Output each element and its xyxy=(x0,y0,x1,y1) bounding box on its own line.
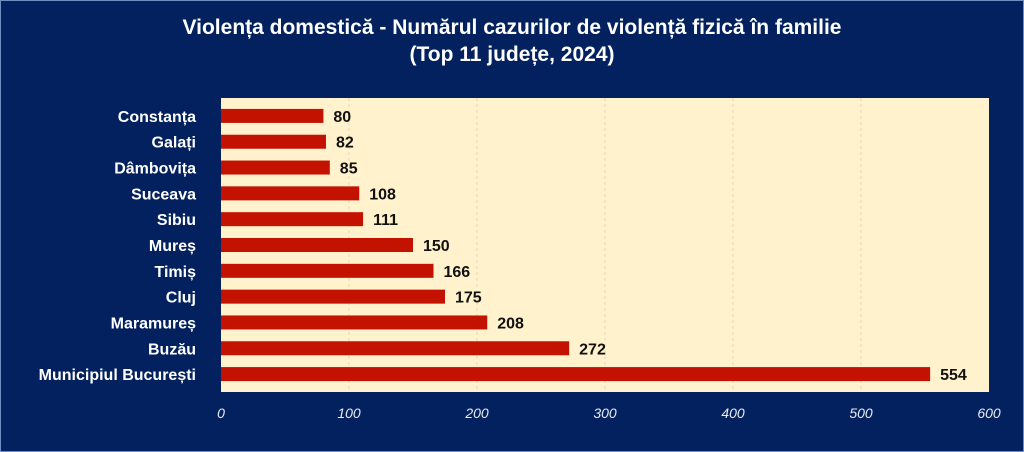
chart-title-line1: Violența domestică - Numărul cazurilor d… xyxy=(182,16,842,39)
data-label: 150 xyxy=(423,238,450,255)
data-label: 166 xyxy=(443,264,470,281)
y-tick-label: Mureș xyxy=(149,238,196,255)
data-label: 111 xyxy=(373,212,398,229)
bar xyxy=(221,186,360,201)
bar xyxy=(221,238,413,252)
bar xyxy=(221,289,445,304)
chart-subtitle: (Top 11 județe, 2024) xyxy=(409,43,615,66)
bar xyxy=(221,160,330,175)
data-label: 272 xyxy=(579,341,606,358)
bar xyxy=(221,263,434,278)
y-tick-label: Municipiul București xyxy=(39,367,196,384)
x-tick-label: 500 xyxy=(849,405,873,421)
y-tick-label: Dâmbovița xyxy=(114,161,196,178)
x-tick-label: 0 xyxy=(217,405,225,421)
x-tick-label: 600 xyxy=(977,405,1001,421)
data-label: 175 xyxy=(455,290,482,307)
x-tick-label: 200 xyxy=(464,405,489,421)
data-label: 80 xyxy=(333,109,351,126)
y-tick-label: Maramureș xyxy=(111,315,196,332)
y-tick-label: Sibiu xyxy=(157,212,196,229)
x-tick-label: 400 xyxy=(721,405,745,421)
y-tick-label: Galați xyxy=(152,135,196,152)
data-label: 554 xyxy=(940,367,967,384)
data-label: 208 xyxy=(497,315,524,332)
bar xyxy=(221,212,364,227)
y-tick-label: Suceava xyxy=(131,186,196,203)
bar xyxy=(221,367,931,382)
y-tick-label: Constanța xyxy=(118,109,196,126)
data-label: 82 xyxy=(336,135,354,152)
x-tick-label: 300 xyxy=(593,405,617,421)
bar xyxy=(221,341,570,356)
chart-title: Violența domestică - Numărul cazurilor d… xyxy=(0,14,1024,68)
y-tick-label: Buzău xyxy=(148,341,196,358)
bar xyxy=(221,108,324,123)
bar xyxy=(221,134,326,149)
bar xyxy=(221,315,488,330)
y-tick-label: Cluj xyxy=(166,290,196,307)
data-label: 85 xyxy=(340,161,358,178)
x-tick-label: 100 xyxy=(337,405,361,421)
data-label: 108 xyxy=(369,186,396,203)
y-tick-label: Timiș xyxy=(155,264,197,281)
